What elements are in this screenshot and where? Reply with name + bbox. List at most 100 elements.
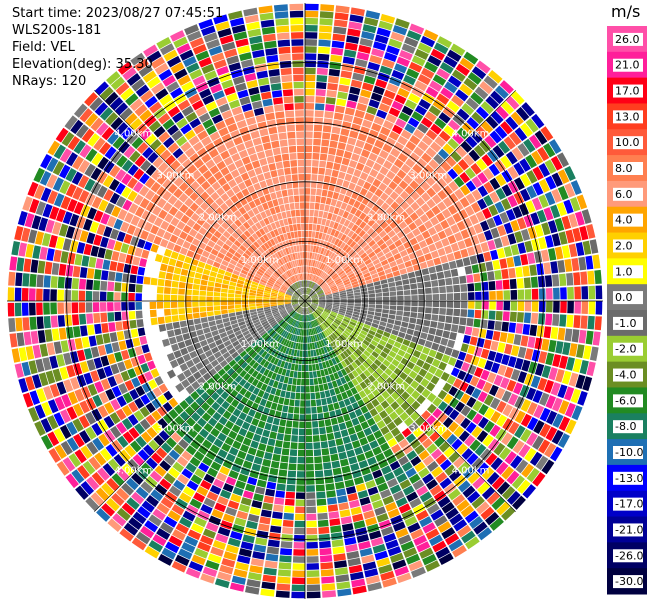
range-gate xyxy=(248,327,256,333)
range-gate xyxy=(135,435,147,448)
range-gate xyxy=(173,479,186,491)
range-gate xyxy=(485,329,494,340)
range-gate xyxy=(292,556,305,563)
range-gate xyxy=(384,367,393,376)
range-gate xyxy=(290,363,296,371)
range-gate xyxy=(363,473,374,483)
range-gate xyxy=(393,158,404,169)
range-gate xyxy=(556,152,570,168)
range-gate xyxy=(252,433,262,443)
range-gate xyxy=(215,339,223,346)
range-gate xyxy=(185,313,193,320)
range-gate xyxy=(429,431,440,443)
range-gate xyxy=(285,347,290,355)
range-gate xyxy=(340,225,347,234)
range-gate xyxy=(431,233,441,243)
range-gate xyxy=(80,445,93,460)
range-gate xyxy=(403,289,411,296)
range-gate xyxy=(197,417,207,428)
range-gate xyxy=(318,533,331,542)
range-gate xyxy=(516,278,524,289)
range-gate xyxy=(259,398,267,407)
range-gate xyxy=(437,201,447,212)
range-gate xyxy=(331,350,337,358)
range-gate xyxy=(219,359,228,368)
range-gate xyxy=(277,305,285,309)
range-gate xyxy=(241,156,251,165)
range-gate xyxy=(305,299,312,301)
range-gate xyxy=(292,563,305,570)
range-gate xyxy=(529,264,537,276)
range-gate xyxy=(499,377,510,389)
range-gate xyxy=(216,160,227,171)
range-gate xyxy=(293,541,305,549)
range-gate xyxy=(390,427,401,437)
range-gate xyxy=(434,117,447,130)
range-gate xyxy=(491,476,505,490)
range-gate xyxy=(152,508,166,521)
range-gate xyxy=(545,313,553,326)
range-gate xyxy=(389,552,404,563)
range-gate xyxy=(85,290,93,301)
range-gate xyxy=(456,220,466,231)
range-gate xyxy=(538,313,546,325)
range-gate xyxy=(385,272,394,279)
range-gate xyxy=(434,436,445,448)
range-gate xyxy=(174,554,190,567)
range-gate xyxy=(416,276,424,283)
range-gate xyxy=(351,224,359,232)
range-gate xyxy=(532,435,545,450)
range-gate xyxy=(380,13,396,24)
range-gate xyxy=(288,195,294,203)
range-gate xyxy=(417,312,425,320)
range-gate xyxy=(138,185,150,197)
range-gate xyxy=(301,378,305,386)
range-gate xyxy=(36,388,47,403)
range-gate xyxy=(306,492,316,499)
range-gate xyxy=(322,211,329,219)
range-gate xyxy=(341,523,354,532)
range-gate xyxy=(470,202,481,213)
range-gate xyxy=(288,309,294,314)
range-gate xyxy=(424,61,438,73)
range-gate xyxy=(444,533,460,546)
range-gate xyxy=(344,442,354,451)
range-gate xyxy=(550,155,563,171)
range-gate xyxy=(276,433,284,441)
range-gate xyxy=(251,215,259,224)
range-gate xyxy=(453,378,463,389)
range-gate xyxy=(310,313,315,320)
range-gate xyxy=(400,163,411,174)
range-gate xyxy=(157,553,173,566)
range-gate xyxy=(49,383,60,398)
range-gate xyxy=(554,217,565,232)
range-gate xyxy=(317,307,324,312)
range-gate xyxy=(233,136,243,146)
range-gate xyxy=(509,131,522,146)
range-gate xyxy=(285,339,290,347)
range-gate xyxy=(386,45,400,56)
range-gate xyxy=(133,365,143,376)
range-gate xyxy=(359,187,368,197)
range-gate xyxy=(395,396,405,406)
range-gate xyxy=(555,368,565,383)
range-gate xyxy=(294,95,304,103)
range-gate xyxy=(353,311,360,316)
range-gate xyxy=(333,302,340,305)
range-gate xyxy=(495,387,506,400)
range-gate xyxy=(456,443,468,456)
range-gate xyxy=(426,403,437,414)
range-gate xyxy=(450,324,459,333)
range-gate xyxy=(185,417,196,428)
range-gate xyxy=(384,225,393,234)
range-gate xyxy=(94,452,107,466)
range-gate xyxy=(134,58,149,72)
range-gate xyxy=(177,99,191,111)
range-gate xyxy=(405,158,416,168)
range-gate xyxy=(267,257,274,265)
range-gate xyxy=(176,221,186,231)
range-gate xyxy=(128,283,136,293)
range-gate xyxy=(52,177,65,192)
range-gate xyxy=(134,346,144,356)
range-gate xyxy=(237,555,251,565)
